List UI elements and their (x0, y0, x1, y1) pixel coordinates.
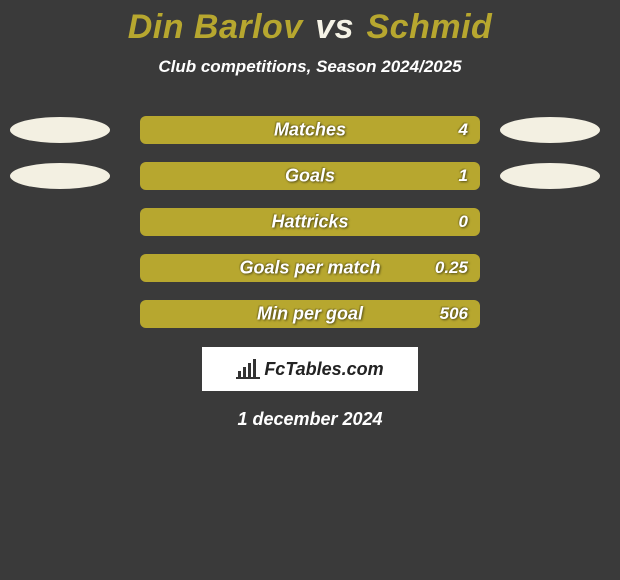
player1-name: Din Barlov (128, 8, 303, 46)
player1-ellipse (10, 163, 110, 189)
stat-bar: Hattricks 0 (140, 208, 480, 236)
comparison-title: Din Barlov vs Schmid (0, 0, 620, 47)
stats-area: Matches 4 Goals 1 Hattricks 0 Goals per match 0… (0, 115, 620, 329)
subtitle: Club competitions, Season 2024/2025 (0, 57, 620, 77)
player2-ellipse (500, 117, 600, 143)
logo-text: FcTables.com (264, 359, 383, 380)
player2-name: Schmid (366, 8, 492, 46)
stat-value: 4 (459, 120, 468, 140)
stat-bar: Min per goal 506 (140, 300, 480, 328)
stat-value: 0 (459, 212, 468, 232)
stat-row: Goals per match 0.25 (0, 253, 620, 283)
vs-separator: vs (315, 8, 354, 46)
stat-value: 0.25 (435, 258, 468, 278)
player2-ellipse (500, 163, 600, 189)
site-logo: FcTables.com (202, 347, 418, 391)
stat-bar: Goals per match 0.25 (140, 254, 480, 282)
stat-row: Goals 1 (0, 161, 620, 191)
bar-chart-icon (236, 359, 260, 379)
stat-row: Min per goal 506 (0, 299, 620, 329)
stat-label: Min per goal (257, 304, 363, 325)
stat-row: Matches 4 (0, 115, 620, 145)
stat-row: Hattricks 0 (0, 207, 620, 237)
stat-label: Hattricks (271, 212, 348, 233)
stat-label: Matches (274, 120, 346, 141)
snapshot-date: 1 december 2024 (0, 409, 620, 430)
stat-value: 506 (440, 304, 468, 324)
stat-label: Goals per match (239, 258, 380, 279)
player1-ellipse (10, 117, 110, 143)
stat-bar: Goals 1 (140, 162, 480, 190)
stat-label: Goals (285, 166, 335, 187)
stat-value: 1 (459, 166, 468, 186)
stat-bar: Matches 4 (140, 116, 480, 144)
